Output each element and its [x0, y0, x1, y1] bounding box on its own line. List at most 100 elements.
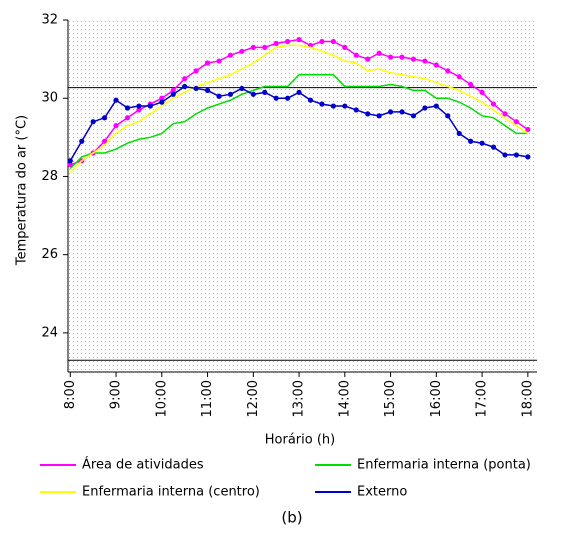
- data-point: [239, 48, 245, 54]
- legend-label: Enfermaria interna (centro): [82, 485, 260, 500]
- data-point: [102, 115, 108, 121]
- data-point: [490, 144, 497, 150]
- data-point: [204, 60, 211, 66]
- x-tick-label: 11:00: [200, 380, 215, 417]
- data-point: [525, 126, 531, 133]
- data-point: [147, 103, 153, 109]
- data-point: [365, 56, 371, 62]
- y-tick-label: 32: [41, 13, 58, 28]
- data-point: [239, 85, 245, 92]
- y-tick-label: 24: [41, 325, 58, 340]
- data-point: [353, 107, 359, 113]
- y-tick-label: 26: [41, 247, 58, 262]
- data-point: [387, 54, 394, 60]
- caption: (b): [281, 509, 302, 527]
- data-point: [79, 138, 85, 144]
- data-point: [319, 38, 325, 45]
- series-line: [69, 44, 529, 174]
- data-point: [490, 101, 497, 107]
- data-point: [319, 101, 325, 107]
- legend-label: Enfermaria interna (ponta): [357, 458, 531, 473]
- data-point: [273, 95, 279, 101]
- data-point: [502, 111, 508, 117]
- data-point: [468, 138, 474, 144]
- data-point: [433, 103, 439, 109]
- data-point: [170, 91, 176, 97]
- data-point: [433, 62, 439, 68]
- data-point: [204, 87, 211, 93]
- data-point: [422, 58, 428, 64]
- x-axis-title: Horário (h): [265, 433, 335, 448]
- plot-area: [68, 20, 537, 372]
- x-tick-label: 14:00: [337, 380, 352, 417]
- data-point: [170, 87, 176, 93]
- data-point: [353, 52, 359, 58]
- data-point: [124, 115, 131, 121]
- data-point: [193, 68, 199, 74]
- y-axis-title: Temperatura do ar (°C): [15, 115, 30, 266]
- y-tick-label: 30: [41, 91, 58, 106]
- data-point: [342, 103, 348, 109]
- data-point: [193, 85, 199, 92]
- data-point: [513, 152, 520, 158]
- x-tick-label: 12:00: [246, 380, 261, 417]
- x-tick-label: 15:00: [383, 380, 398, 417]
- data-point: [410, 56, 417, 62]
- data-point: [456, 74, 462, 80]
- data-point: [307, 97, 314, 103]
- data-point: [502, 152, 508, 158]
- data-point: [273, 40, 279, 47]
- x-tick-label: 13:00: [292, 380, 307, 417]
- data-point: [113, 97, 119, 103]
- data-point: [250, 44, 256, 50]
- x-tick-label: 8:00: [63, 380, 78, 409]
- data-point: [67, 158, 73, 164]
- data-point: [159, 95, 165, 101]
- data-point: [227, 91, 234, 97]
- data-point: [113, 123, 119, 129]
- data-point: [387, 109, 394, 115]
- x-tick-label: 18:00: [520, 380, 535, 417]
- data-point: [182, 83, 188, 90]
- data-point: [296, 89, 302, 95]
- x-tick-label: 17:00: [475, 380, 490, 417]
- data-point: [90, 119, 96, 125]
- data-point: [216, 58, 222, 64]
- x-tick-label: 10:00: [154, 380, 169, 417]
- data-point: [262, 89, 268, 95]
- data-point: [445, 113, 451, 119]
- data-point: [399, 109, 405, 115]
- data-point: [525, 154, 531, 160]
- y-tick-label: 28: [41, 169, 58, 184]
- data-point: [342, 44, 348, 50]
- data-point: [296, 36, 302, 43]
- data-point: [479, 140, 485, 146]
- series-line: [69, 74, 528, 170]
- data-point: [456, 130, 462, 137]
- data-point: [468, 81, 474, 88]
- data-point: [285, 95, 291, 101]
- legend-label: Área de atividades: [82, 457, 204, 473]
- data-point: [136, 103, 142, 109]
- data-point: [330, 103, 336, 109]
- data-point: [422, 105, 428, 111]
- data-point: [136, 107, 142, 113]
- x-tick-label: 9:00: [109, 380, 124, 409]
- data-point: [67, 162, 73, 168]
- data-point: [102, 138, 108, 144]
- data-point: [216, 93, 222, 99]
- data-point: [250, 91, 256, 97]
- data-point: [262, 44, 268, 50]
- data-point: [445, 68, 451, 74]
- data-point: [330, 38, 336, 45]
- data-point: [124, 105, 131, 111]
- data-point: [399, 54, 405, 60]
- data-point: [227, 52, 234, 58]
- data-point: [365, 111, 371, 117]
- data-point: [376, 113, 382, 119]
- data-point: [159, 99, 165, 105]
- data-point: [376, 50, 382, 56]
- data-point: [410, 113, 417, 119]
- x-tick-label: 16:00: [429, 380, 444, 417]
